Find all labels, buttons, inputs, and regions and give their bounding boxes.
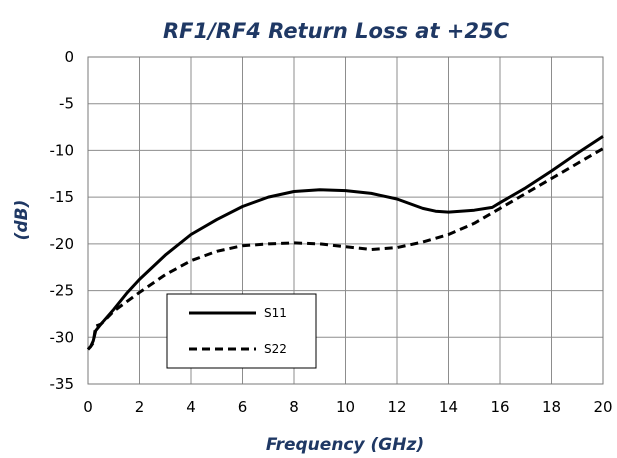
x-tick-label: 2 xyxy=(135,398,145,416)
y-axis-ticks: 0 -5 -10 -15 -20 -25 -30 -35 xyxy=(50,48,75,393)
x-tick-label: 10 xyxy=(336,398,355,416)
y-tick-label: -25 xyxy=(50,282,75,300)
grid xyxy=(87,56,604,385)
y-tick-label: 0 xyxy=(64,48,74,66)
legend-box xyxy=(166,293,317,369)
y-tick-label: -10 xyxy=(50,141,75,159)
y-tick-label: -30 xyxy=(50,328,75,346)
series-line-s22 xyxy=(86,147,604,351)
x-tick-label: 18 xyxy=(542,398,561,416)
x-tick-label: 8 xyxy=(289,398,299,416)
x-axis-label: Frequency (GHz) xyxy=(266,435,424,455)
plot-area xyxy=(87,56,604,385)
series-layer xyxy=(86,135,604,351)
y-tick-label: -15 xyxy=(50,188,75,206)
x-tick-label: 0 xyxy=(83,398,93,416)
x-tick-label: 20 xyxy=(593,398,612,416)
chart-title: RF1/RF4 Return Loss at +25C xyxy=(163,19,510,43)
legend: S11 S22 xyxy=(166,293,317,369)
x-tick-label: 14 xyxy=(439,398,458,416)
x-tick-label: 12 xyxy=(387,398,406,416)
y-tick-label: -20 xyxy=(50,235,75,253)
x-tick-label: 6 xyxy=(238,398,248,416)
legend-label-s11: S11 xyxy=(264,306,287,320)
y-tick-label: -35 xyxy=(50,375,75,393)
y-axis-label: (dB) xyxy=(12,200,32,241)
x-axis-ticks: 0 2 4 6 8 10 12 14 16 18 20 xyxy=(83,398,612,416)
y-tick-label: -5 xyxy=(59,95,74,113)
legend-label-s22: S22 xyxy=(264,342,287,356)
x-tick-label: 16 xyxy=(490,398,509,416)
x-tick-label: 4 xyxy=(186,398,196,416)
